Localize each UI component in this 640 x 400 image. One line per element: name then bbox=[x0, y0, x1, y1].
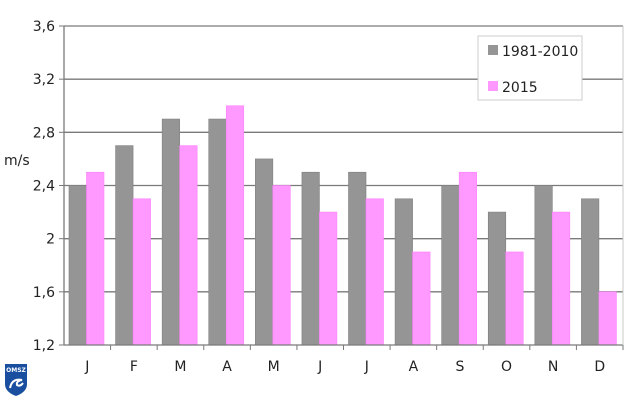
bar-2015-6 bbox=[365, 198, 384, 346]
x-tick-label: J bbox=[317, 359, 322, 375]
bar-2015-3 bbox=[225, 105, 245, 346]
bar-1981-2010-6 bbox=[348, 171, 367, 346]
legend: 1981-2010 2015 bbox=[477, 35, 583, 101]
x-tick-label: J bbox=[84, 359, 89, 375]
legend-label-2015: 2015 bbox=[502, 80, 538, 96]
bar-1981-2010-0 bbox=[68, 185, 87, 346]
bar-1981-2010-11 bbox=[581, 198, 600, 346]
bar-2015-2 bbox=[179, 145, 198, 346]
bar-1981-2010-2 bbox=[161, 118, 180, 346]
bar-1981-2010-9 bbox=[487, 211, 507, 346]
bar-1981-2010-8 bbox=[441, 185, 460, 346]
x-tick-label: O bbox=[501, 359, 512, 375]
bar-1981-2010-1 bbox=[115, 145, 134, 346]
y-axis-label: m/s bbox=[4, 153, 30, 169]
y-tick-label: 2,8 bbox=[33, 125, 55, 141]
svg-text:OMSZ: OMSZ bbox=[6, 367, 26, 374]
legend-swatch-1981-2010 bbox=[488, 45, 498, 55]
y-tick-label: 2 bbox=[46, 232, 55, 248]
bar-2015-11 bbox=[598, 291, 617, 346]
x-tick-label: F bbox=[130, 359, 138, 375]
bar-2015-9 bbox=[505, 251, 524, 346]
bar-2015-4 bbox=[272, 185, 291, 346]
omsz-logo: OMSZ bbox=[5, 364, 27, 396]
x-tick-label: S bbox=[456, 359, 465, 375]
legend-label-1981-2010: 1981-2010 bbox=[502, 44, 578, 60]
bar-1981-2010-5 bbox=[301, 171, 320, 346]
x-tick-label: M bbox=[174, 359, 186, 375]
y-tick-label: 1,6 bbox=[33, 285, 55, 301]
y-tick-labels: 1,2 1,6 2 2,4 2,8 3,2 3,6 bbox=[33, 19, 55, 354]
bar-2015-1 bbox=[132, 198, 151, 346]
x-tick-label: A bbox=[409, 359, 419, 375]
x-tick-label: N bbox=[548, 359, 558, 375]
bar-1981-2010-7 bbox=[394, 198, 413, 346]
bar-1981-2010-3 bbox=[208, 118, 227, 346]
y-tick-label: 3,2 bbox=[33, 72, 55, 88]
y-tick-label: 1,2 bbox=[33, 338, 55, 354]
x-tick-label: M bbox=[268, 359, 280, 375]
gridlines bbox=[64, 25, 623, 293]
bar-2015-0 bbox=[86, 171, 105, 346]
bars bbox=[68, 105, 617, 346]
y-tick-label: 3,6 bbox=[33, 19, 55, 35]
y-tick-label: 2,4 bbox=[33, 179, 55, 195]
x-tick-label: D bbox=[594, 359, 605, 375]
bar-2015-10 bbox=[552, 211, 571, 346]
x-tick-label: A bbox=[222, 359, 232, 375]
axes bbox=[59, 25, 624, 350]
bar-2015-7 bbox=[412, 251, 431, 346]
bar-1981-2010-10 bbox=[534, 185, 553, 346]
bar-1981-2010-4 bbox=[255, 158, 274, 346]
x-tick-label: J bbox=[364, 359, 369, 375]
bar-2015-8 bbox=[458, 171, 477, 346]
bar-2015-5 bbox=[319, 211, 338, 346]
legend-swatch-2015 bbox=[488, 81, 498, 91]
